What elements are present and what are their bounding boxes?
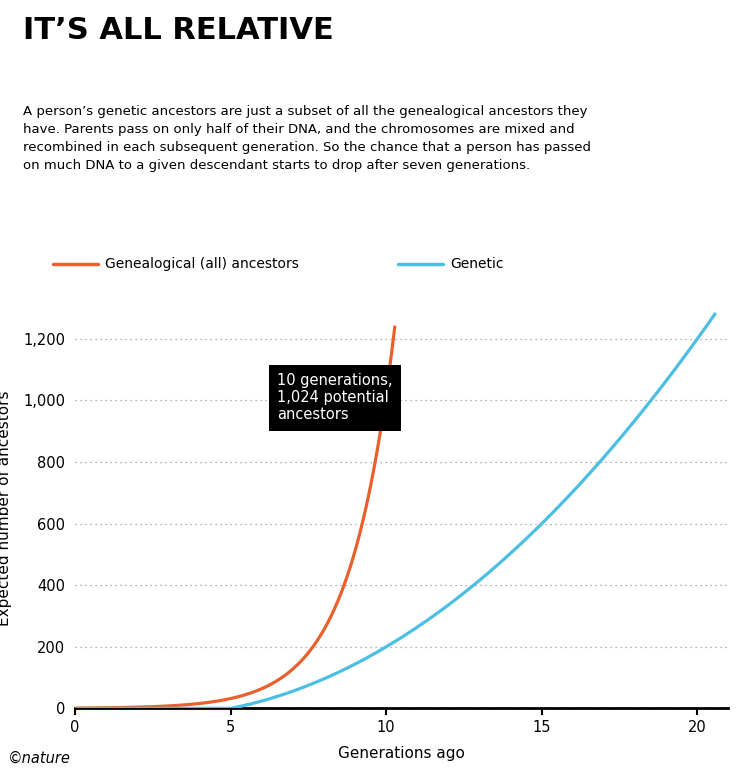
Text: IT’S ALL RELATIVE: IT’S ALL RELATIVE (23, 16, 333, 45)
Text: Genetic: Genetic (451, 257, 504, 271)
Text: A person’s genetic ancestors are just a subset of all the genealogical ancestors: A person’s genetic ancestors are just a … (23, 105, 590, 172)
Text: Genealogical (all) ancestors: Genealogical (all) ancestors (105, 257, 299, 271)
Y-axis label: Expected number of ancestors: Expected number of ancestors (0, 390, 12, 626)
X-axis label: Generations ago: Generations ago (339, 746, 465, 762)
Text: ©nature: ©nature (8, 752, 71, 766)
Text: 10 generations,
1,024 potential
ancestors: 10 generations, 1,024 potential ancestor… (277, 373, 393, 423)
